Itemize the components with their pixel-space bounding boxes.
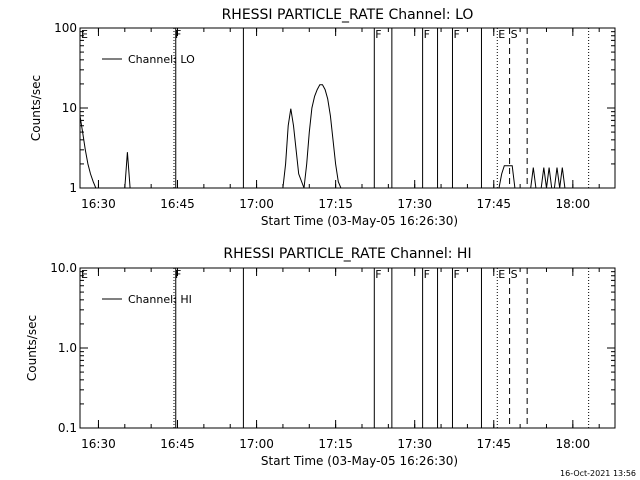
x-axis-label: Start Time (03-May-05 16:26:30) [261, 214, 458, 228]
flag-marker-label: E [81, 28, 88, 41]
flag-marker-label: E [81, 268, 88, 281]
x-tick-label: 16:45 [160, 437, 195, 451]
flag-marker-label: F [175, 28, 181, 41]
x-tick-label: 18:00 [556, 197, 591, 211]
series-line [79, 84, 573, 189]
y-tick-label: 10.0 [50, 261, 77, 275]
flag-marker-label: S [511, 268, 518, 281]
chart-panel-lo: RHESSI PARTICLE_RATE Channel: LOE F F F F E S1… [29, 7, 616, 228]
x-tick-label: 17:30 [397, 437, 432, 451]
chart-panel-hi: RHESSI PARTICLE_RATE Channel: HIE F F F F E S1… [25, 246, 616, 468]
x-tick-label: 17:15 [318, 437, 353, 451]
y-tick-label: 10 [62, 101, 77, 115]
footer-timestamp: 16-Oct-2021 13:56 [560, 469, 636, 478]
chart-title: RHESSI PARTICLE_RATE Channel: HI [223, 246, 471, 262]
flag-marker-label: E [498, 28, 505, 41]
x-tick-label: 17:45 [476, 437, 511, 451]
flag-marker-label: F [375, 268, 381, 281]
legend: Channel: HI [102, 293, 192, 306]
x-tick-label: 16:30 [81, 197, 116, 211]
x-tick-label: 17:30 [397, 197, 432, 211]
y-axis-label: Counts/sec [25, 315, 39, 381]
y-tick-label: 0.1 [58, 421, 77, 435]
x-tick-label: 17:45 [476, 197, 511, 211]
flag-marker-label: F [424, 28, 430, 41]
y-tick-label: 100 [54, 21, 77, 35]
y-axis-label: Counts/sec [29, 75, 43, 141]
legend-label: Channel: HI [128, 293, 192, 306]
flag-marker-label: F [453, 28, 459, 41]
chart-title: RHESSI PARTICLE_RATE Channel: LO [222, 7, 474, 23]
flag-marker-label: F [424, 268, 430, 281]
x-tick-label: 16:30 [81, 437, 116, 451]
flag-marker-label: F [175, 268, 181, 281]
x-tick-label: 17:00 [239, 437, 274, 451]
legend: Channel: LO [102, 53, 195, 66]
flag-marker-label: E [498, 268, 505, 281]
flag-marker-label: S [511, 28, 518, 41]
legend-label: Channel: LO [128, 53, 195, 66]
x-tick-label: 18:00 [556, 437, 591, 451]
flag-marker-label: F [375, 28, 381, 41]
x-tick-label: 16:45 [160, 197, 195, 211]
x-axis-label: Start Time (03-May-05 16:26:30) [261, 454, 458, 468]
y-tick-label: 1.0 [58, 341, 77, 355]
flag-marker-label: F [453, 268, 459, 281]
x-tick-label: 17:15 [318, 197, 353, 211]
x-tick-label: 17:00 [239, 197, 274, 211]
y-tick-label: 1 [69, 181, 77, 195]
